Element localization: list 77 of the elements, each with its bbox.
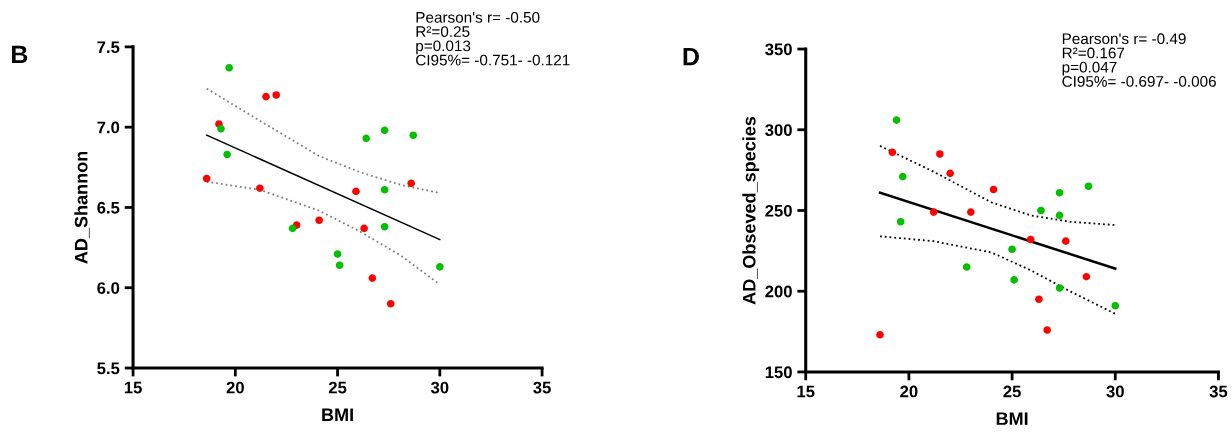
point xyxy=(288,224,297,233)
point xyxy=(352,187,360,196)
point xyxy=(335,261,344,270)
y-tick-label: 200 xyxy=(765,285,792,298)
x-tick-label: 20 xyxy=(226,381,244,394)
point xyxy=(315,216,323,225)
y-tick-label: 350 xyxy=(765,43,792,56)
y-axis-title: AD_Shannon xyxy=(74,151,90,264)
point xyxy=(876,331,884,339)
y-tick-label: 250 xyxy=(765,204,792,217)
point xyxy=(1055,284,1064,292)
chart-title: D xyxy=(683,47,699,66)
x-tick-label: 20 xyxy=(900,385,918,398)
x-tick-label: 15 xyxy=(797,385,815,398)
y-tick-label: 5.5 xyxy=(97,362,120,375)
point xyxy=(256,184,264,192)
point xyxy=(1061,237,1070,245)
y-tick-label: 6.0 xyxy=(97,282,120,294)
point xyxy=(223,150,231,159)
point xyxy=(360,224,368,233)
point xyxy=(929,208,938,216)
annotation: Pearson's r= -0.50 R²=0.25 p=0.013 CI95%= -0.751- -0.121 xyxy=(416,11,570,66)
x-tick-label: 35 xyxy=(533,381,551,394)
point xyxy=(1055,188,1064,197)
chart-title: B xyxy=(12,45,28,63)
point xyxy=(1082,272,1091,281)
point xyxy=(225,63,233,72)
point xyxy=(896,217,905,226)
y-tick-label: 300 xyxy=(765,124,792,136)
point xyxy=(1010,276,1018,284)
point xyxy=(380,222,389,231)
point xyxy=(898,172,907,181)
point xyxy=(989,185,998,194)
point xyxy=(368,274,377,282)
point xyxy=(1035,295,1043,304)
point xyxy=(1111,301,1120,310)
annotation: Pearson's r= -0.49 R²=0.167 p=0.047 CI95%= -0.697- -0.006 xyxy=(1062,33,1216,87)
x-tick-label: 30 xyxy=(1106,385,1124,398)
x-axis-title: BMI xyxy=(996,412,1028,425)
y-tick-label: 6.5 xyxy=(97,201,120,214)
x-tick-label: 35 xyxy=(1209,385,1228,398)
point xyxy=(1055,211,1064,220)
point xyxy=(1084,182,1093,191)
y-tick-label: 7.5 xyxy=(97,41,120,54)
y-tick-label: 150 xyxy=(765,366,792,379)
x-tick-label: 15 xyxy=(124,381,142,394)
line-series xyxy=(205,87,441,194)
point xyxy=(407,179,415,188)
point xyxy=(892,116,901,124)
point xyxy=(962,263,971,271)
point xyxy=(936,150,944,158)
point xyxy=(946,169,954,178)
x-tick-label: 25 xyxy=(328,381,347,394)
point xyxy=(1026,235,1035,244)
point xyxy=(380,185,389,194)
point xyxy=(272,91,281,99)
point xyxy=(1043,326,1051,334)
x-tick-label: 30 xyxy=(430,381,449,394)
point xyxy=(217,124,225,133)
y-axis-title: AD_Obseved_species xyxy=(742,116,760,305)
point xyxy=(1037,206,1045,215)
point xyxy=(888,148,897,157)
x-tick-label: 25 xyxy=(1003,385,1021,398)
point xyxy=(362,134,370,143)
point xyxy=(386,300,395,308)
line-series xyxy=(879,235,1117,315)
point xyxy=(436,263,444,271)
point xyxy=(1008,245,1016,254)
y-tick-label: 7.0 xyxy=(97,121,120,134)
point xyxy=(409,131,418,139)
line-series xyxy=(879,145,1117,226)
point xyxy=(262,92,270,101)
point xyxy=(202,174,211,183)
point xyxy=(380,126,389,135)
point xyxy=(333,250,342,258)
point xyxy=(967,208,975,216)
x-axis-title: BMI xyxy=(322,408,353,421)
